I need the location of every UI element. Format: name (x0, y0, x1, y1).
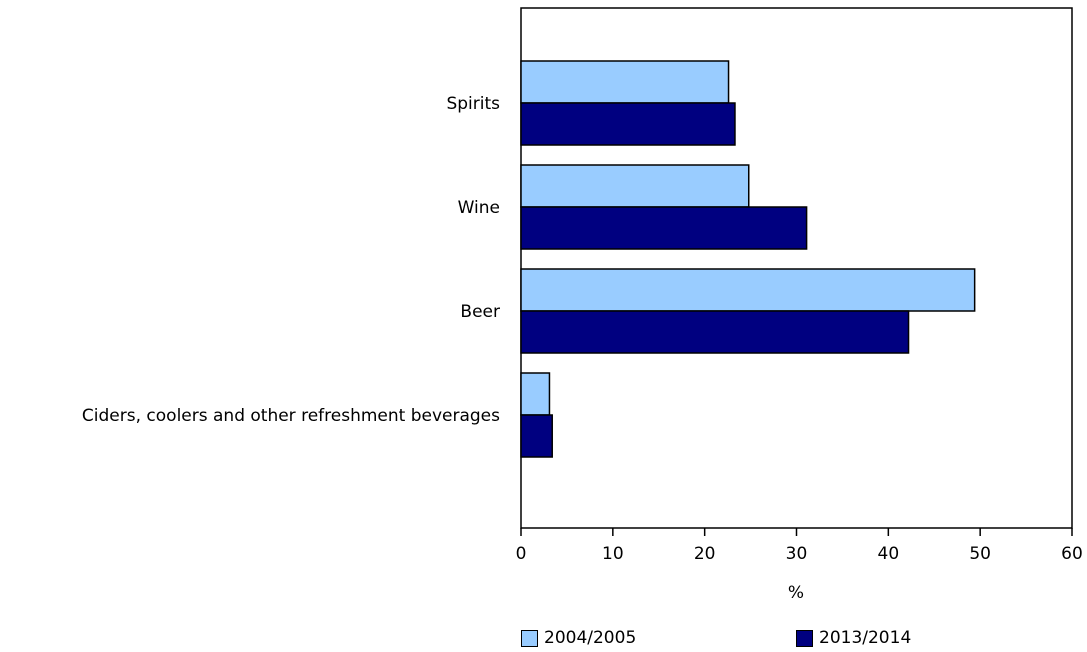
category-labels: Spirits Wine Beer Ciders, coolers and other… (82, 94, 500, 426)
legend-label-series-2: 2013/2014 (819, 628, 912, 648)
bar-wine-series-1 (520, 164, 750, 208)
bar-spirits-series-1 (520, 60, 730, 104)
legend-item-series-2: 2013/2014 (796, 628, 911, 648)
x-tick-label: 50 (969, 544, 991, 564)
legend-item-series-1: 2004/2005 (521, 628, 636, 648)
x-tick-label: 20 (694, 544, 716, 564)
legend-swatch-series-1 (521, 629, 538, 647)
x-tick-label: 60 (1061, 544, 1083, 564)
bar-ciders-series-2 (520, 414, 553, 458)
x-tick-label: 0 (516, 544, 527, 564)
x-tick-label: 40 (878, 544, 900, 564)
category-label: Ciders, coolers and other refreshment be… (82, 406, 500, 426)
x-axis-ticks: 0 10 20 30 40 50 60 (516, 528, 1083, 564)
bar-beer-series-1 (520, 268, 976, 312)
legend-swatch-series-2 (796, 629, 813, 647)
category-label: Wine (458, 198, 500, 218)
category-label: Beer (460, 302, 500, 322)
x-tick-label: 10 (602, 544, 624, 564)
legend-label-series-1: 2004/2005 (544, 628, 637, 648)
category-label: Spirits (446, 94, 500, 114)
bar-spirits-series-2 (520, 102, 736, 146)
bar-beer-series-2 (520, 310, 910, 354)
x-tick-label: 30 (786, 544, 808, 564)
bars-group (520, 60, 976, 458)
bar-wine-series-2 (520, 206, 808, 250)
bar-ciders-series-1 (520, 372, 551, 416)
x-axis-label: % (788, 583, 804, 603)
